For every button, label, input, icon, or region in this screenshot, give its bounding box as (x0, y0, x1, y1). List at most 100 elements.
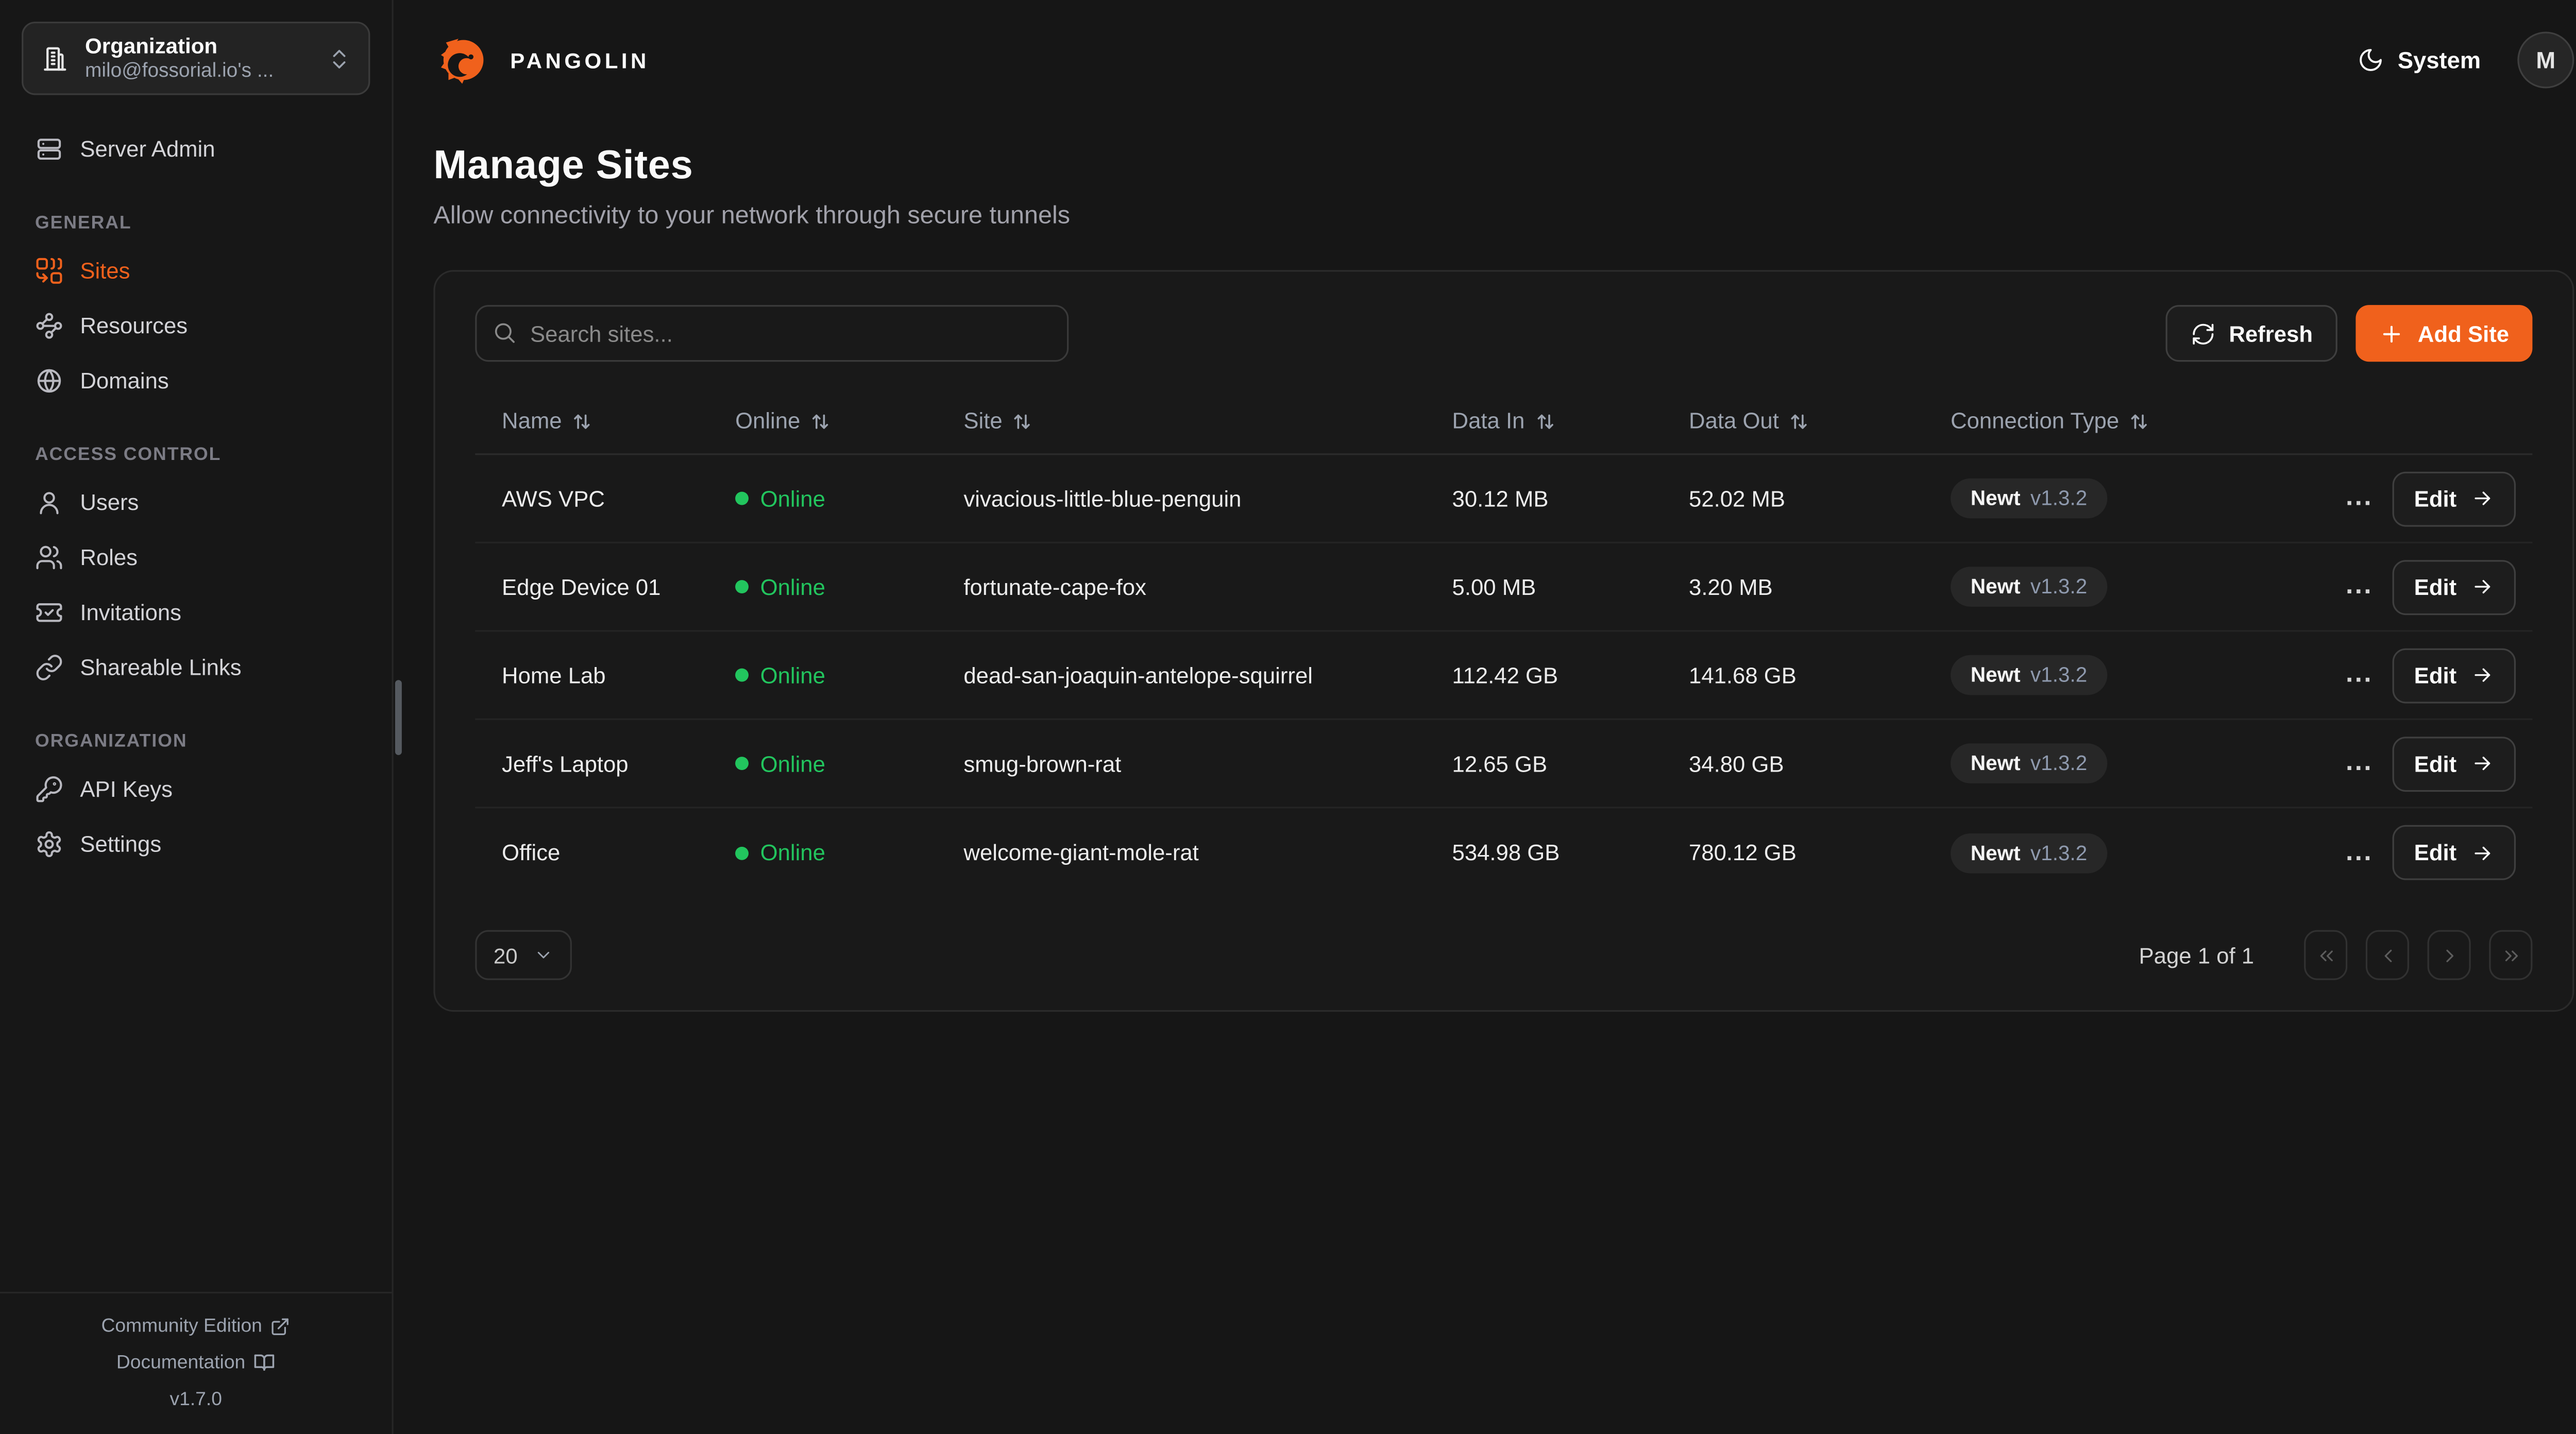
edit-button[interactable]: Edit (2392, 559, 2515, 614)
sort-icon (1535, 411, 1555, 431)
row-menu-button[interactable]: ... (2319, 572, 2392, 602)
cell-data-in: 5.00 MB (1452, 574, 1536, 600)
documentation-link[interactable]: Documentation (0, 1344, 392, 1381)
table-row: Office Online welcome-giant-mole-rat 534… (475, 808, 2532, 897)
toolbar-actions: Refresh Add Site (2165, 305, 2533, 362)
edit-button-label: Edit (2414, 662, 2457, 688)
add-site-button[interactable]: Add Site (2356, 305, 2533, 362)
sidebar-item-label: Resources (80, 313, 188, 338)
online-status-dot (735, 491, 749, 505)
table-row: Edge Device 01 Online fortunate-cape-fox… (475, 543, 2533, 632)
column-header-connection-type[interactable]: Connection Type (1924, 408, 2319, 433)
sidebar-nav: Server Admin GENERAL Sites Resources Do (22, 122, 370, 872)
sidebar-item-label: Server Admin (80, 136, 215, 162)
column-label: Online (735, 408, 801, 434)
sidebar-item-domains[interactable]: Domains (22, 353, 370, 408)
next-page-button[interactable] (2427, 930, 2471, 980)
edit-button[interactable]: Edit (2392, 471, 2515, 526)
column-label: Data In (1452, 408, 1525, 434)
sidebar-item-server-admin[interactable]: Server Admin (22, 122, 370, 177)
cell-data-out: 3.20 MB (1689, 574, 1773, 600)
cell-name: Edge Device 01 (502, 574, 661, 600)
combine-icon (35, 257, 63, 285)
search-input[interactable] (475, 305, 1069, 362)
user-icon (35, 488, 63, 517)
page-info: Page 1 of 1 (2139, 942, 2255, 968)
page-title: Manage Sites (433, 143, 693, 189)
cell-name: AWS VPC (502, 486, 605, 511)
chevrons-up-down-icon (327, 46, 352, 71)
sidebar-item-roles[interactable]: Roles (22, 530, 370, 585)
app-version: v1.7.0 (0, 1381, 392, 1418)
column-header-data-out[interactable]: Data Out (1662, 408, 1924, 434)
sidebar-item-label: Settings (80, 831, 162, 857)
edit-button-label: Edit (2414, 750, 2457, 776)
sidebar-item-resources[interactable]: Resources (22, 298, 370, 353)
sidebar-item-users[interactable]: Users (22, 475, 370, 530)
cell-site: fortunate-cape-fox (963, 574, 1146, 600)
column-header-online[interactable]: Online (708, 408, 937, 434)
avatar[interactable]: M (2517, 31, 2574, 89)
chevron-down-icon (534, 945, 554, 965)
refresh-button[interactable]: Refresh (2165, 305, 2338, 362)
org-switcher[interactable]: Organization milo@fossorial.io's ... (22, 22, 370, 95)
waypoints-icon (35, 312, 63, 340)
row-menu-button[interactable]: ... (2319, 838, 2392, 867)
refresh-button-label: Refresh (2229, 320, 2313, 346)
sidebar-item-label: API Keys (80, 776, 173, 802)
refresh-icon (2191, 321, 2216, 346)
cell-connection-type: Newt v1.3.2 (1924, 832, 2319, 873)
brand: PANGOLIN (433, 30, 650, 90)
cell-name: Jeff's Laptop (502, 750, 629, 776)
org-switcher-label: Organization (85, 33, 218, 59)
column-header-name[interactable]: Name (475, 408, 708, 433)
cell-site: smug-brown-rat (963, 750, 1122, 776)
cell-actions: Edit (2392, 736, 2533, 791)
sidebar-resize-handle[interactable] (395, 680, 402, 755)
sidebar-item-shareable-links[interactable]: Shareable Links (22, 640, 370, 695)
cell-connection-type: Newt v1.3.2 (1924, 743, 2319, 783)
last-page-button[interactable] (2489, 930, 2533, 980)
sidebar-item-api-keys[interactable]: API Keys (22, 762, 370, 817)
cell-status: Online (708, 486, 937, 511)
documentation-label: Documentation (116, 1352, 246, 1373)
sidebar-item-invitations[interactable]: Invitations (22, 585, 370, 640)
edit-button[interactable]: Edit (2392, 647, 2515, 703)
cell-data-in: 12.65 GB (1452, 750, 1548, 776)
sidebar-item-settings[interactable]: Settings (22, 817, 370, 872)
online-status-label: Online (760, 486, 825, 511)
online-status-label: Online (760, 662, 825, 688)
theme-toggle[interactable]: System (2358, 46, 2481, 74)
community-edition-link[interactable]: Community Edition (0, 1308, 392, 1344)
pagination-right: Page 1 of 1 (2139, 930, 2533, 980)
connection-version: v1.3.2 (2030, 486, 2088, 510)
row-menu-button[interactable]: ... (2319, 748, 2392, 778)
row-menu-button[interactable]: ... (2319, 660, 2392, 690)
cell-site: dead-san-joaquin-antelope-squirrel (963, 662, 1313, 688)
sidebar-item-label: Shareable Links (80, 655, 242, 680)
users-icon (35, 543, 63, 572)
edit-button[interactable]: Edit (2392, 825, 2515, 880)
connection-name: Newt (1970, 752, 2021, 775)
edit-button[interactable]: Edit (2392, 736, 2515, 791)
column-label: Data Out (1689, 408, 1779, 434)
cell-site: vivacious-little-blue-penguin (963, 486, 1242, 511)
avatar-initial: M (2536, 46, 2556, 74)
cell-data-in: 112.42 GB (1452, 662, 1558, 688)
column-header-site[interactable]: Site (937, 408, 1426, 433)
previous-page-button[interactable] (2365, 930, 2409, 980)
sort-icon (810, 411, 831, 431)
column-header-data-in[interactable]: Data In (1426, 408, 1663, 434)
row-menu-button[interactable]: ... (2319, 483, 2392, 513)
sidebar-item-sites[interactable]: Sites (22, 243, 370, 298)
cell-connection-type: Newt v1.3.2 (1924, 655, 2319, 695)
cell-name: Home Lab (502, 662, 606, 688)
page-size-select[interactable]: 20 (475, 930, 573, 980)
first-page-button[interactable] (2304, 930, 2348, 980)
theme-toggle-label: System (2397, 46, 2481, 74)
connection-version: v1.3.2 (2030, 575, 2088, 599)
edit-button-label: Edit (2414, 486, 2457, 511)
cell-data-out: 52.02 MB (1689, 486, 1786, 511)
search-box (475, 305, 1069, 362)
org-switcher-value: milo@fossorial.io's ... (85, 58, 274, 82)
